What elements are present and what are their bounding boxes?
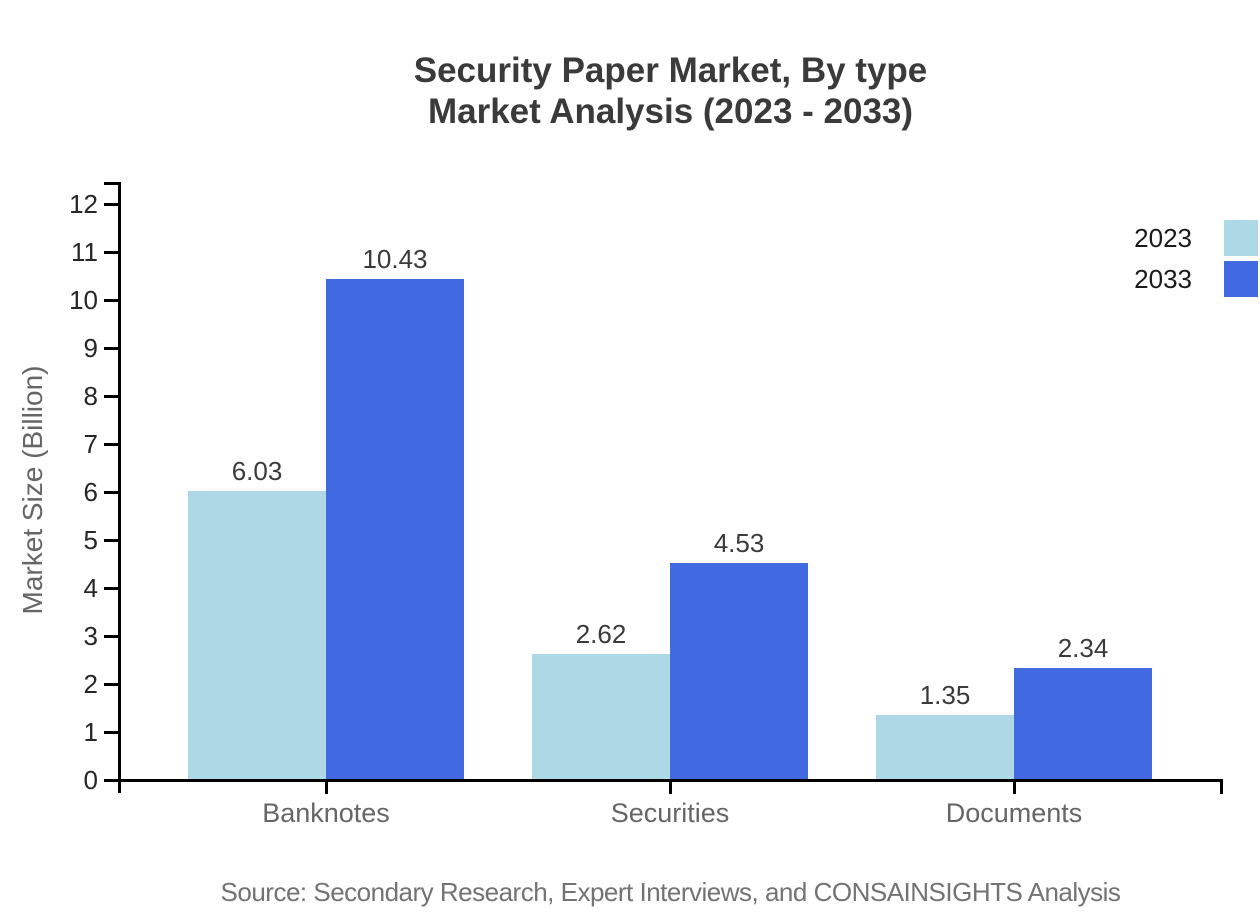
- value-label-2023-documents: 1.35: [919, 680, 971, 710]
- bar-2033-banknotes: [326, 279, 464, 780]
- chart-title-line1: Security Paper Market, By type: [413, 51, 928, 90]
- bar-2033-securities: [670, 563, 808, 780]
- bar-2023-documents: [876, 715, 1014, 780]
- legend-label-2033: 2033: [1134, 264, 1192, 294]
- value-label-2033-banknotes: 10.43: [362, 244, 428, 274]
- x-tick: [669, 781, 672, 794]
- x-axis-end-cap: [1220, 781, 1223, 794]
- category-label-banknotes: Banknotes: [262, 798, 390, 828]
- y-tick-label-7: 7: [83, 429, 98, 459]
- legend-item-2033: 2033: [1000, 261, 1258, 297]
- y-tick: [104, 779, 120, 782]
- y-tick-label-11: 11: [71, 237, 98, 267]
- y-tick: [104, 539, 120, 542]
- y-tick-label-3: 3: [83, 621, 98, 651]
- y-tick-label-0: 0: [83, 765, 98, 795]
- x-tick: [1013, 781, 1016, 794]
- legend-swatch-2033: [1224, 261, 1258, 297]
- category-label-securities: Securities: [610, 798, 730, 828]
- y-tick: [104, 491, 120, 494]
- bar-2023-securities: [532, 654, 670, 780]
- y-tick-label-10: 10: [69, 285, 98, 315]
- value-label-2033-securities: 4.53: [713, 528, 765, 558]
- chart-title: Security Paper Market, By type Market An…: [120, 50, 1221, 132]
- y-tick: [104, 347, 120, 350]
- y-tick: [104, 299, 120, 302]
- y-tick: [104, 731, 120, 734]
- y-tick: [104, 203, 120, 206]
- y-tick-label-6: 6: [83, 477, 98, 507]
- bar-2033-documents: [1014, 668, 1152, 780]
- y-tick: [104, 395, 120, 398]
- y-axis-end-cap: [104, 182, 120, 185]
- legend-item-2023: 2023: [1000, 220, 1258, 256]
- chart-title-line2: Market Analysis (2023 - 2033): [427, 92, 914, 131]
- y-tick-label-1: 1: [83, 717, 98, 747]
- y-tick: [104, 683, 120, 686]
- y-tick-label-12: 12: [69, 189, 98, 219]
- x-tick: [325, 781, 328, 794]
- y-tick: [104, 587, 120, 590]
- y-tick: [104, 251, 120, 254]
- source-note: Source: Secondary Research, Expert Inter…: [220, 877, 1121, 907]
- y-tick: [104, 635, 120, 638]
- legend-swatch-2023: [1224, 220, 1258, 256]
- y-axis-line: [118, 182, 121, 793]
- category-label-documents: Documents: [945, 798, 1083, 828]
- y-tick-label-2: 2: [83, 669, 98, 699]
- y-tick-label-8: 8: [83, 381, 98, 411]
- bar-2023-banknotes: [188, 491, 326, 780]
- legend-label-2023: 2023: [1134, 223, 1192, 253]
- y-tick-label-4: 4: [83, 573, 98, 603]
- value-label-2023-banknotes: 6.03: [231, 456, 283, 486]
- value-label-2033-documents: 2.34: [1057, 633, 1109, 663]
- value-label-2023-securities: 2.62: [575, 619, 627, 649]
- y-tick-label-5: 5: [83, 525, 98, 555]
- x-axis-line: [120, 779, 1223, 782]
- y-tick: [104, 443, 120, 446]
- y-tick-label-9: 9: [83, 333, 98, 363]
